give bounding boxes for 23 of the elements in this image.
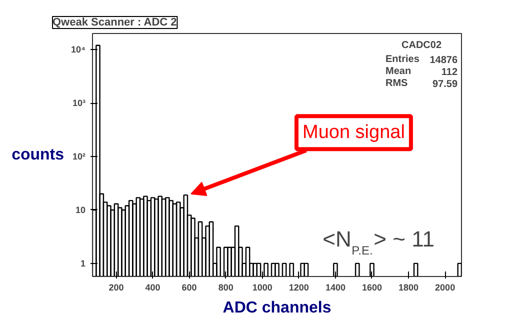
x-tick-label: 1800 bbox=[398, 282, 419, 292]
annotation: CADC02 bbox=[401, 40, 442, 51]
x-tick-label: 1600 bbox=[362, 282, 382, 292]
text: Mean 112 bbox=[386, 66, 458, 78]
x-tick-label: 1000 bbox=[252, 282, 272, 292]
y-tick-label: 10⁴ bbox=[71, 44, 86, 55]
y-tick-label: 1 bbox=[80, 258, 86, 268]
y-tick-label: 10² bbox=[72, 152, 86, 162]
x-tick-label: 2000 bbox=[435, 282, 456, 292]
x-tick-label: 1400 bbox=[325, 282, 346, 292]
y-tick-label: 10 bbox=[75, 204, 86, 215]
y-tick-label: 10³ bbox=[72, 98, 86, 108]
x-tick-label: 600 bbox=[182, 282, 197, 292]
x-axis-title: ADC channels bbox=[222, 300, 332, 316]
x-tick-label: 200 bbox=[108, 282, 124, 292]
annotation: Entries 14876 bbox=[386, 54, 458, 66]
chart-title: Qweak Scanner : ADC 2 bbox=[52, 16, 177, 28]
x-tick-label: 800 bbox=[218, 282, 234, 292]
text: RMS 97.59 bbox=[386, 78, 458, 90]
y-axis-title: counts bbox=[12, 146, 64, 164]
annotation: Muon signal bbox=[302, 122, 405, 144]
x-tick-label: 1200 bbox=[288, 282, 309, 292]
x-tick-label: 400 bbox=[145, 282, 160, 292]
